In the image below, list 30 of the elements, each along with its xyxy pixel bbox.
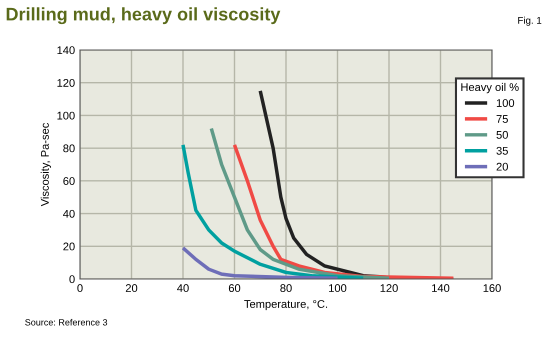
y-tick-label: 100 (57, 112, 75, 120)
y-tick-label: 0 (69, 275, 75, 284)
caption: Fig. 1 (518, 16, 542, 26)
legend-label: 75 (496, 115, 508, 123)
line-series (181, 246, 340, 279)
y-tick-label: 20 (63, 242, 75, 250)
y-axis-title: Viscosity, Pa-sec (40, 123, 52, 206)
legend-label: 35 (496, 146, 508, 155)
source-note: Source: Reference 3 (25, 318, 108, 326)
line-series (181, 143, 365, 279)
y-tick-label: 80 (63, 144, 75, 152)
x-tick-label: 40 (177, 284, 189, 292)
legend-label: 50 (496, 130, 508, 139)
x-tick-label: 80 (280, 284, 292, 292)
x-tick-label: 60 (228, 284, 240, 292)
x-tick-label: 140 (432, 284, 450, 292)
chart-title: Drilling mud, heavy oil viscosity (6, 7, 280, 24)
legend-label: 20 (496, 162, 508, 171)
y-tick-label: 40 (63, 210, 75, 218)
x-tick-label: 100 (329, 284, 346, 292)
x-tick-label: 160 (484, 284, 501, 292)
x-tick-label: 20 (126, 284, 138, 292)
y-tick-label: 120 (57, 78, 75, 87)
x-tick-label: 0 (77, 284, 83, 292)
y-tick-label: 140 (57, 46, 75, 54)
y-tick-label: 60 (63, 177, 75, 185)
legend-title: Heavy oil % (461, 82, 519, 94)
x-axis-title: Temperature, °C. (244, 300, 328, 310)
legend-label: 100 (496, 99, 514, 107)
x-tick-label: 120 (380, 284, 398, 292)
